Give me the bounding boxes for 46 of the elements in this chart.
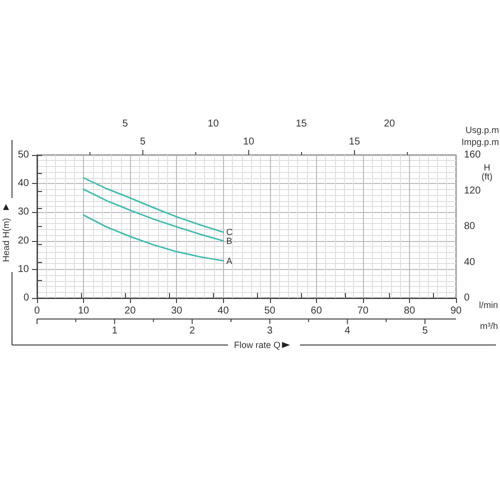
x2-tick-label: 5 <box>122 118 128 130</box>
y2-tick-label: 120 <box>464 185 482 196</box>
text: 10 <box>243 136 255 148</box>
x-tick-label: 40 <box>218 306 230 316</box>
y-tick-label: 50 <box>18 150 30 160</box>
text: 5 <box>140 136 146 148</box>
x-tick-label: 70 <box>357 306 369 316</box>
text: 3 <box>267 326 274 336</box>
text: 5 <box>422 326 428 336</box>
series-label: C <box>226 227 234 238</box>
x2-tick-label: 10 <box>208 118 220 130</box>
y-tick-label: 20 <box>18 235 30 246</box>
line-series <box>82 214 224 262</box>
x-tick-label: 30 <box>171 306 183 316</box>
text: 2 <box>189 326 196 336</box>
x-tick-label: 50 <box>264 306 276 316</box>
x2-axis-title: Usg.p.m <box>465 125 499 135</box>
x-axis-title: Flow rate Q <box>234 340 281 350</box>
line-series <box>82 177 224 233</box>
x-tick-label: 10 <box>78 306 90 316</box>
line-series <box>82 188 224 242</box>
text: Impg.p.m <box>461 137 499 147</box>
y-tick-label: 0 <box>23 292 30 304</box>
y2-axis-title: H (ft) <box>482 162 492 182</box>
y2-tick-label: 0 <box>464 292 470 304</box>
x-tick-label: 80 <box>404 306 416 316</box>
y2-tick-label: 40 <box>464 256 476 268</box>
y-tick-label: 10 <box>18 264 30 275</box>
text: 1 <box>112 326 118 336</box>
series-label: A <box>226 256 232 266</box>
y-tick-label: 40 <box>18 178 30 190</box>
y-tick-label: 30 <box>18 206 30 218</box>
y-axis-title: Head H(m) <box>1 218 11 262</box>
x2-tick-label: 15 <box>296 118 308 130</box>
text: 15 <box>348 136 360 148</box>
text: m³/h <box>480 321 498 331</box>
x-tick-label: 60 <box>310 306 322 316</box>
text: l/min <box>478 300 498 310</box>
x-tick-label: 0 <box>34 306 40 316</box>
text: 4 <box>344 326 351 336</box>
y2-tick-label: 160 <box>464 150 482 160</box>
series-label: B <box>226 236 232 246</box>
y2-tick-label: 80 <box>464 221 476 232</box>
x2-tick-label: 20 <box>384 118 396 130</box>
x-tick-label: 20 <box>124 306 136 316</box>
x-tick-label: 90 <box>450 306 462 316</box>
